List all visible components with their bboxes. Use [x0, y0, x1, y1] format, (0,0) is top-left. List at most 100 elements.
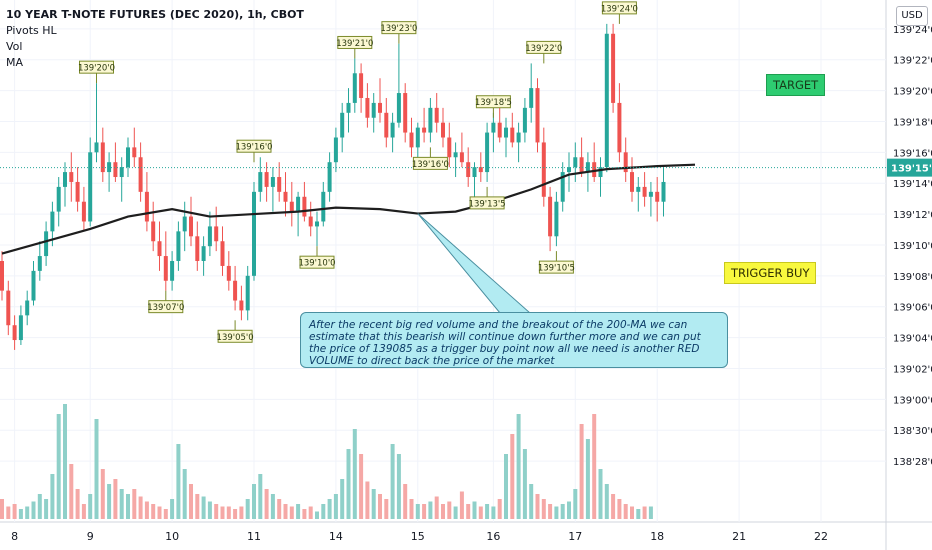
pivot-box — [236, 139, 272, 153]
volume-bar — [207, 501, 212, 519]
volume-bar — [478, 506, 483, 519]
candle-body — [617, 102, 622, 153]
candle — [604, 23, 609, 173]
candle — [340, 102, 345, 153]
pivot-label: 139'16'0 — [412, 147, 449, 170]
candle — [270, 167, 275, 212]
candle — [655, 177, 660, 222]
currency-badge[interactable]: USD — [896, 6, 928, 26]
volume-bar — [277, 499, 282, 519]
volume-bar — [522, 449, 527, 519]
candle-body — [63, 172, 67, 187]
symbol-title: 10 YEAR T-NOTE FUTURES (DEC 2020), 1h, C… — [6, 8, 304, 21]
pivot-text: 139'07'0 — [147, 303, 184, 313]
pivot-text: 139'13'5 — [469, 199, 506, 209]
candle — [434, 93, 439, 133]
candle — [126, 137, 130, 178]
volume-bar — [233, 509, 238, 519]
volume-bar — [44, 499, 49, 519]
candle — [37, 241, 42, 281]
pivot-box — [217, 329, 253, 343]
target-label[interactable]: TARGET — [766, 74, 826, 96]
candle-body — [289, 201, 294, 212]
candle — [642, 172, 647, 207]
candle-body — [466, 162, 471, 178]
candle-body — [302, 196, 307, 217]
candle-body — [384, 112, 389, 138]
pivot-box — [475, 95, 511, 109]
candle — [100, 127, 105, 182]
pivot-box — [469, 196, 505, 210]
candle — [522, 97, 527, 143]
volume-bar — [472, 501, 477, 519]
volume-bar — [359, 454, 364, 519]
candle-body — [346, 102, 351, 113]
annotation-callout[interactable]: After the recent big red volume and the … — [300, 312, 728, 368]
volume-bar — [113, 479, 118, 519]
volume-bar — [302, 509, 307, 519]
candle — [321, 181, 326, 227]
volume-bar — [214, 504, 219, 519]
candle-body — [315, 221, 319, 227]
candle-body — [579, 157, 584, 173]
volume-bar — [485, 504, 490, 519]
candle — [497, 102, 502, 143]
candle-body — [529, 88, 534, 108]
candle — [264, 162, 269, 202]
candle — [315, 211, 319, 247]
candle-body — [144, 191, 149, 222]
legend-ma[interactable]: MA — [6, 56, 24, 69]
candle — [396, 43, 401, 128]
candle-body — [189, 216, 193, 237]
volume-bar — [510, 434, 515, 519]
candle-body — [25, 300, 30, 316]
candle — [359, 63, 364, 113]
candle — [371, 93, 376, 133]
candle-body — [642, 186, 647, 197]
candle-body — [239, 300, 244, 311]
pivot-box — [526, 40, 562, 54]
x-tick-label: 15 — [411, 530, 425, 543]
volume-bar — [333, 494, 338, 519]
volume-bar — [491, 506, 496, 519]
candle-body — [207, 226, 212, 247]
candle-body — [119, 167, 124, 178]
candle — [384, 97, 389, 148]
candle — [163, 231, 168, 291]
candle — [94, 83, 99, 163]
volume-bar — [579, 424, 584, 519]
volume-bar — [623, 504, 628, 519]
candle-body — [554, 201, 559, 237]
candle-body — [50, 211, 55, 232]
legend-volume[interactable]: Vol — [6, 40, 23, 53]
y-tick-label: 139'14'0 — [893, 179, 932, 190]
pivot-label: 139'13'5 — [469, 186, 506, 210]
volume-bar — [390, 444, 395, 519]
candle — [510, 112, 515, 148]
pivot-label: 139'18'5 — [475, 95, 512, 118]
volume-bar — [63, 404, 67, 519]
volume-bar — [201, 496, 206, 519]
candle-body — [648, 191, 653, 197]
volume-bar — [441, 504, 445, 519]
candle-body — [611, 33, 616, 103]
volume-bar — [346, 449, 351, 519]
candle-body — [94, 142, 99, 153]
legend-pivots[interactable]: Pivots HL — [6, 24, 57, 37]
candle — [6, 280, 11, 336]
candle-body — [245, 275, 250, 311]
candle-body — [378, 102, 382, 113]
candle-body — [428, 107, 433, 133]
volume-bar — [0, 499, 4, 519]
y-tick-label: 139'22'0 — [893, 56, 932, 67]
candle — [289, 181, 294, 227]
y-tick-label: 139'24'0 — [893, 25, 932, 36]
candle — [554, 191, 559, 247]
y-tick-label: 139'06'0 — [893, 303, 932, 314]
trigger-buy-label[interactable]: TRIGGER BUY — [724, 262, 817, 284]
volume-bar — [138, 496, 143, 519]
x-tick-label: 8 — [11, 530, 18, 543]
volume-bar — [283, 504, 288, 519]
volume-bar — [264, 489, 269, 519]
candle — [422, 107, 427, 143]
